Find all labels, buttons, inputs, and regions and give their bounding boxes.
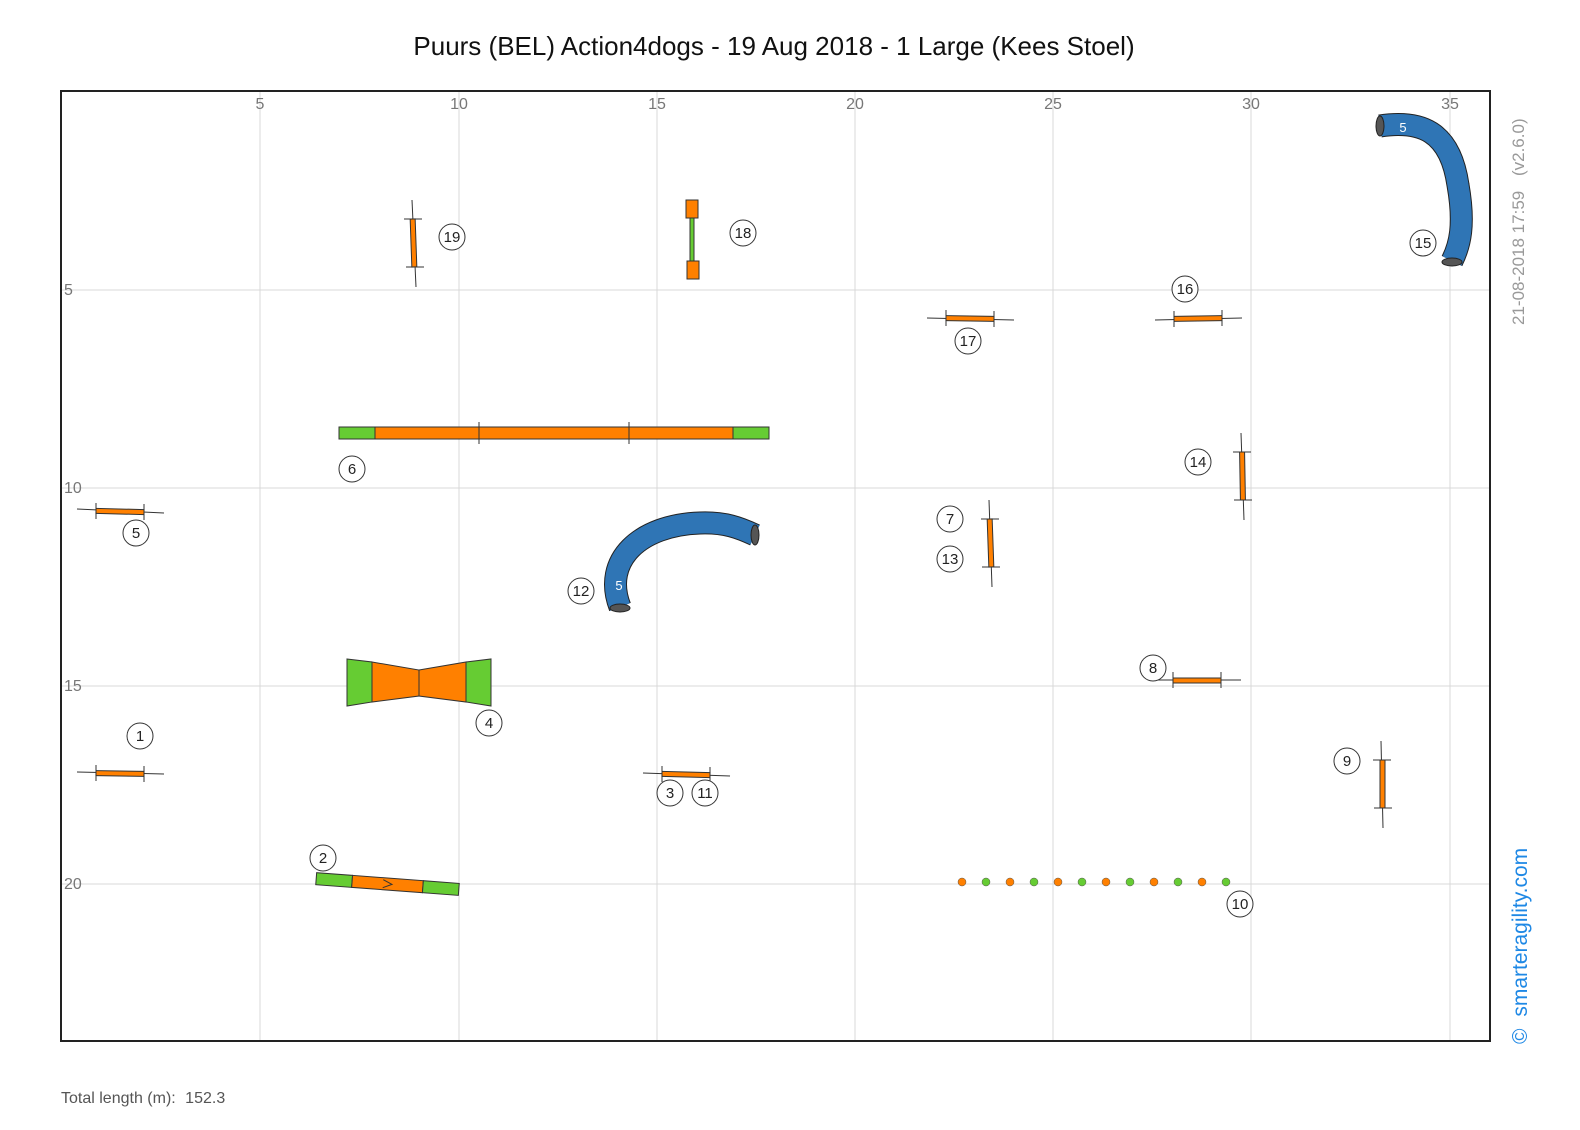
field-border (60, 90, 1491, 1042)
obstacle-number: 10 (1232, 896, 1249, 913)
y-tick: 20 (64, 876, 82, 893)
obstacle-number: 11 (697, 785, 713, 802)
total-length: Total length (m): 152.3 (61, 1090, 225, 1107)
svg-text:21-08-2018 17:59 (v2.6.0: 21-08-2018 17:59 (v2.6.0) (1509, 118, 1528, 325)
obstacle-number: 5 (132, 525, 140, 542)
obstacle-number: 13 (942, 551, 959, 568)
jump-obstacle-8 (1154, 672, 1241, 688)
jump-obstacle-16 (1154, 310, 1243, 327)
svg-text:© smarteragility.com: © smarteragility.com (1509, 848, 1532, 1044)
copyright-icon: © (1509, 1028, 1532, 1044)
obstacle-number: 19 (444, 229, 461, 246)
obstacle-number: 18 (735, 225, 752, 242)
x-tick: 15 (648, 96, 666, 113)
obstacle-number: 15 (1415, 235, 1432, 252)
timestamp: 21-08-2018 17:59 (1509, 191, 1528, 325)
tunnel-length-label: 5 (615, 578, 622, 593)
obstacle-number: 4 (485, 715, 493, 732)
obstacle-number: 9 (1343, 753, 1351, 770)
jump-obstacle-17 (926, 310, 1015, 327)
obstacle-number: 16 (1177, 281, 1194, 298)
dogwalk-obstacle-6 (338, 422, 770, 444)
obstacle-number: 14 (1190, 454, 1207, 471)
tire-obstacle-18 (685, 199, 700, 280)
y-tick: 10 (64, 480, 82, 497)
total-length-label: Total length (m): (61, 1090, 176, 1107)
total-length-value: 152.3 (185, 1090, 225, 1107)
grid (61, 91, 1490, 1041)
obstacle-numbers (122, 219, 1437, 918)
jump-obstacle-14 (1233, 432, 1252, 521)
obstacle-number: 17 (960, 333, 977, 350)
obstacle-number: 12 (573, 583, 590, 600)
aframe-obstacle-4 (346, 658, 492, 707)
brand-link[interactable]: smarteragility.com (1509, 848, 1532, 1017)
tunnel-obstacle-15: 5 (1375, 112, 1473, 267)
jump-obstacle-19 (404, 199, 424, 288)
tunnel-obstacle-12: 5 (604, 511, 760, 613)
obstacle-number: 1 (136, 728, 144, 745)
y-tick: 15 (64, 678, 82, 695)
x-tick: 10 (450, 96, 468, 113)
jump-obstacle-5 (76, 503, 165, 520)
obstacle-number: 8 (1149, 660, 1157, 677)
jump-obstacle-9 (1373, 740, 1392, 829)
tunnel-length-label: 5 (1399, 120, 1406, 135)
obstacle-number: 6 (348, 461, 356, 478)
y-axis-ticks: 5 10 15 20 (64, 282, 82, 893)
jump-obstacle-7-13 (981, 499, 1000, 588)
x-tick: 35 (1441, 96, 1459, 113)
x-tick: 20 (846, 96, 864, 113)
jump-obstacle-1 (76, 765, 165, 782)
brand-credit[interactable]: © smarteragility.com (1509, 848, 1532, 1044)
version: (v2.6.0) (1509, 118, 1528, 176)
x-axis-ticks: 5 10 15 20 25 30 35 (256, 96, 1459, 113)
timestamp-version: 21-08-2018 17:59 (v2.6.0) (1509, 118, 1528, 325)
course-title: Puurs (BEL) Action4dogs - 19 Aug 2018 - … (413, 31, 1134, 61)
obstacle-number: 2 (319, 850, 327, 867)
obstacle-number: 7 (946, 511, 954, 528)
seesaw-obstacle-2 (315, 872, 460, 896)
obstacle-number: 3 (666, 785, 674, 802)
x-tick: 30 (1242, 96, 1260, 113)
y-tick: 5 (64, 282, 73, 299)
x-tick: 25 (1044, 96, 1062, 113)
weave-obstacle-10 (957, 877, 1231, 887)
x-tick: 5 (256, 96, 265, 113)
obstacle-number-labels: 1 2 3 4 5 6 7 8 9 10 11 12 13 14 15 16 1… (132, 225, 1432, 913)
jump-obstacle-3-11 (642, 766, 731, 783)
